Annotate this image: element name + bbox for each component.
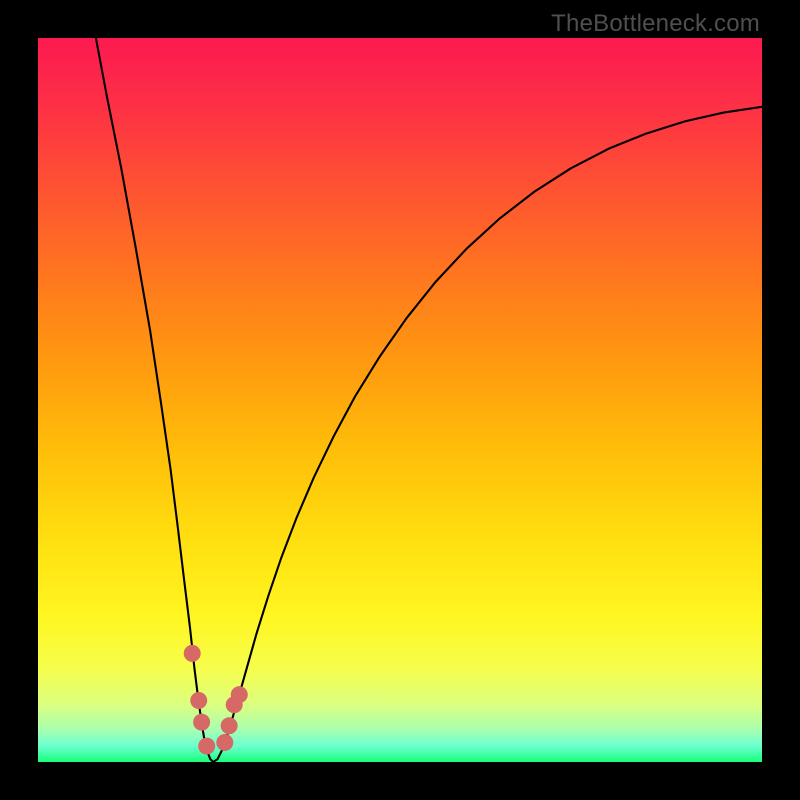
curve-marker (190, 692, 207, 709)
curve-marker (184, 645, 201, 662)
plot-area (38, 38, 762, 762)
plot-background (38, 38, 762, 762)
plot-svg (38, 38, 762, 762)
stage: TheBottleneck.com (0, 0, 800, 800)
curve-marker (198, 738, 215, 755)
watermark-text: TheBottleneck.com (551, 10, 760, 38)
curve-marker (221, 717, 238, 734)
curve-marker (231, 686, 248, 703)
curve-marker (193, 714, 210, 731)
curve-marker (216, 734, 233, 751)
